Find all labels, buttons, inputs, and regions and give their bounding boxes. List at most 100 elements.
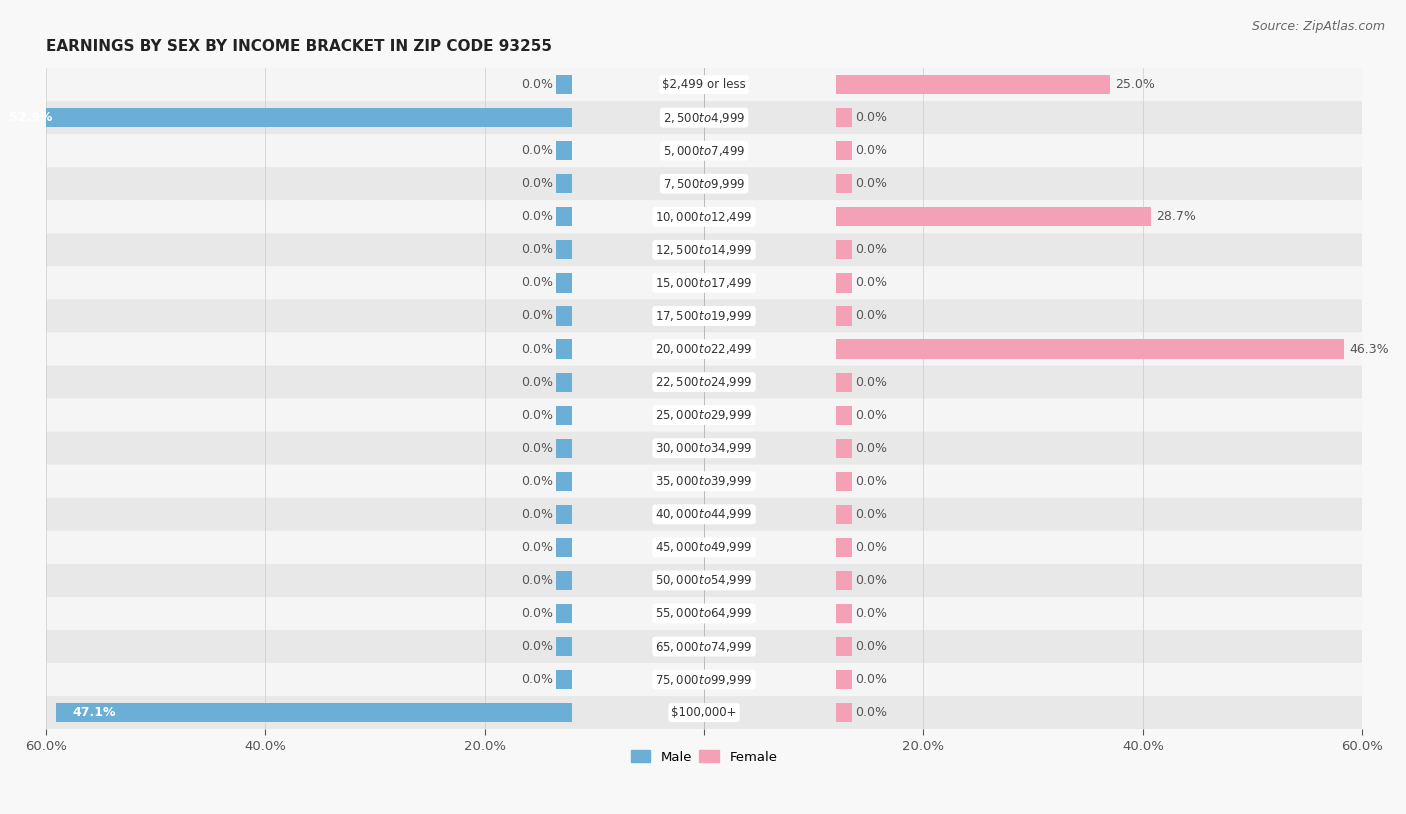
Text: 0.0%: 0.0% (520, 442, 553, 455)
Bar (555, 240, 572, 260)
Text: 0.0%: 0.0% (520, 210, 553, 223)
Text: 0.0%: 0.0% (855, 277, 887, 290)
Text: 47.1%: 47.1% (72, 706, 115, 719)
Bar (835, 538, 852, 557)
Bar (835, 405, 852, 425)
Text: 46.3%: 46.3% (1350, 343, 1389, 356)
Text: $30,000 to $34,999: $30,000 to $34,999 (655, 441, 752, 455)
Text: $15,000 to $17,499: $15,000 to $17,499 (655, 276, 752, 290)
Text: 0.0%: 0.0% (855, 409, 887, 422)
FancyBboxPatch shape (46, 399, 1362, 431)
Text: $2,499 or less: $2,499 or less (662, 78, 747, 91)
Legend: Male, Female: Male, Female (626, 745, 783, 769)
Bar (835, 439, 852, 457)
Bar (555, 637, 572, 656)
Text: 0.0%: 0.0% (855, 640, 887, 653)
Bar (555, 373, 572, 392)
FancyBboxPatch shape (46, 465, 1362, 498)
FancyBboxPatch shape (46, 300, 1362, 332)
Text: 0.0%: 0.0% (855, 375, 887, 388)
Bar (555, 208, 572, 226)
Bar (835, 670, 852, 689)
Text: 0.0%: 0.0% (520, 640, 553, 653)
Text: EARNINGS BY SEX BY INCOME BRACKET IN ZIP CODE 93255: EARNINGS BY SEX BY INCOME BRACKET IN ZIP… (46, 39, 553, 55)
Text: 0.0%: 0.0% (520, 243, 553, 256)
Text: $25,000 to $29,999: $25,000 to $29,999 (655, 408, 752, 422)
FancyBboxPatch shape (46, 101, 1362, 134)
FancyBboxPatch shape (46, 68, 1362, 101)
Bar (555, 670, 572, 689)
FancyBboxPatch shape (46, 597, 1362, 630)
FancyBboxPatch shape (46, 167, 1362, 200)
Text: $10,000 to $12,499: $10,000 to $12,499 (655, 210, 752, 224)
Text: 0.0%: 0.0% (855, 177, 887, 190)
Text: 0.0%: 0.0% (855, 243, 887, 256)
Text: $100,000+: $100,000+ (671, 706, 737, 719)
Text: $2,500 to $4,999: $2,500 to $4,999 (662, 111, 745, 125)
Text: 0.0%: 0.0% (520, 574, 553, 587)
Bar (835, 505, 852, 524)
Text: 0.0%: 0.0% (855, 673, 887, 686)
Text: $5,000 to $7,499: $5,000 to $7,499 (662, 144, 745, 158)
Bar (835, 571, 852, 590)
Bar (555, 505, 572, 524)
Bar (835, 208, 1150, 226)
FancyBboxPatch shape (46, 332, 1362, 365)
Text: 0.0%: 0.0% (855, 309, 887, 322)
FancyBboxPatch shape (46, 564, 1362, 597)
Bar (835, 637, 852, 656)
Text: $35,000 to $39,999: $35,000 to $39,999 (655, 475, 752, 488)
Bar (0, 108, 572, 127)
Text: 0.0%: 0.0% (520, 375, 553, 388)
Bar (56, 703, 572, 722)
Text: 0.0%: 0.0% (520, 78, 553, 91)
Bar (835, 471, 852, 491)
FancyBboxPatch shape (46, 200, 1362, 234)
Text: 28.7%: 28.7% (1156, 210, 1197, 223)
Bar (835, 703, 852, 722)
FancyBboxPatch shape (46, 431, 1362, 465)
Bar (835, 306, 852, 326)
Bar (555, 471, 572, 491)
Bar (555, 75, 572, 94)
Bar (835, 240, 852, 260)
Text: 0.0%: 0.0% (520, 277, 553, 290)
Text: $20,000 to $22,499: $20,000 to $22,499 (655, 342, 752, 356)
Text: $45,000 to $49,999: $45,000 to $49,999 (655, 540, 752, 554)
Bar (835, 108, 852, 127)
FancyBboxPatch shape (46, 365, 1362, 399)
Text: 0.0%: 0.0% (520, 607, 553, 620)
Bar (555, 405, 572, 425)
FancyBboxPatch shape (46, 663, 1362, 696)
FancyBboxPatch shape (46, 630, 1362, 663)
Text: 0.0%: 0.0% (520, 343, 553, 356)
FancyBboxPatch shape (46, 266, 1362, 300)
Bar (835, 174, 852, 194)
Text: 0.0%: 0.0% (855, 508, 887, 521)
Text: $7,500 to $9,999: $7,500 to $9,999 (662, 177, 745, 190)
Bar (555, 141, 572, 160)
Bar (555, 538, 572, 557)
Text: Source: ZipAtlas.com: Source: ZipAtlas.com (1251, 20, 1385, 33)
Bar (835, 604, 852, 623)
Text: $40,000 to $44,999: $40,000 to $44,999 (655, 507, 752, 521)
FancyBboxPatch shape (46, 134, 1362, 167)
Text: 0.0%: 0.0% (855, 540, 887, 554)
Text: $75,000 to $99,999: $75,000 to $99,999 (655, 672, 752, 686)
Text: 0.0%: 0.0% (520, 177, 553, 190)
Text: $55,000 to $64,999: $55,000 to $64,999 (655, 606, 752, 620)
Text: 0.0%: 0.0% (520, 309, 553, 322)
Bar (835, 373, 852, 392)
Text: 0.0%: 0.0% (520, 508, 553, 521)
Bar (555, 274, 572, 292)
Text: $65,000 to $74,999: $65,000 to $74,999 (655, 640, 752, 654)
Text: $17,500 to $19,999: $17,500 to $19,999 (655, 309, 752, 323)
Text: 0.0%: 0.0% (855, 574, 887, 587)
Text: 0.0%: 0.0% (855, 442, 887, 455)
Bar (555, 306, 572, 326)
Text: 0.0%: 0.0% (520, 475, 553, 488)
Text: 0.0%: 0.0% (520, 144, 553, 157)
Bar (835, 75, 1109, 94)
FancyBboxPatch shape (46, 234, 1362, 266)
FancyBboxPatch shape (46, 531, 1362, 564)
